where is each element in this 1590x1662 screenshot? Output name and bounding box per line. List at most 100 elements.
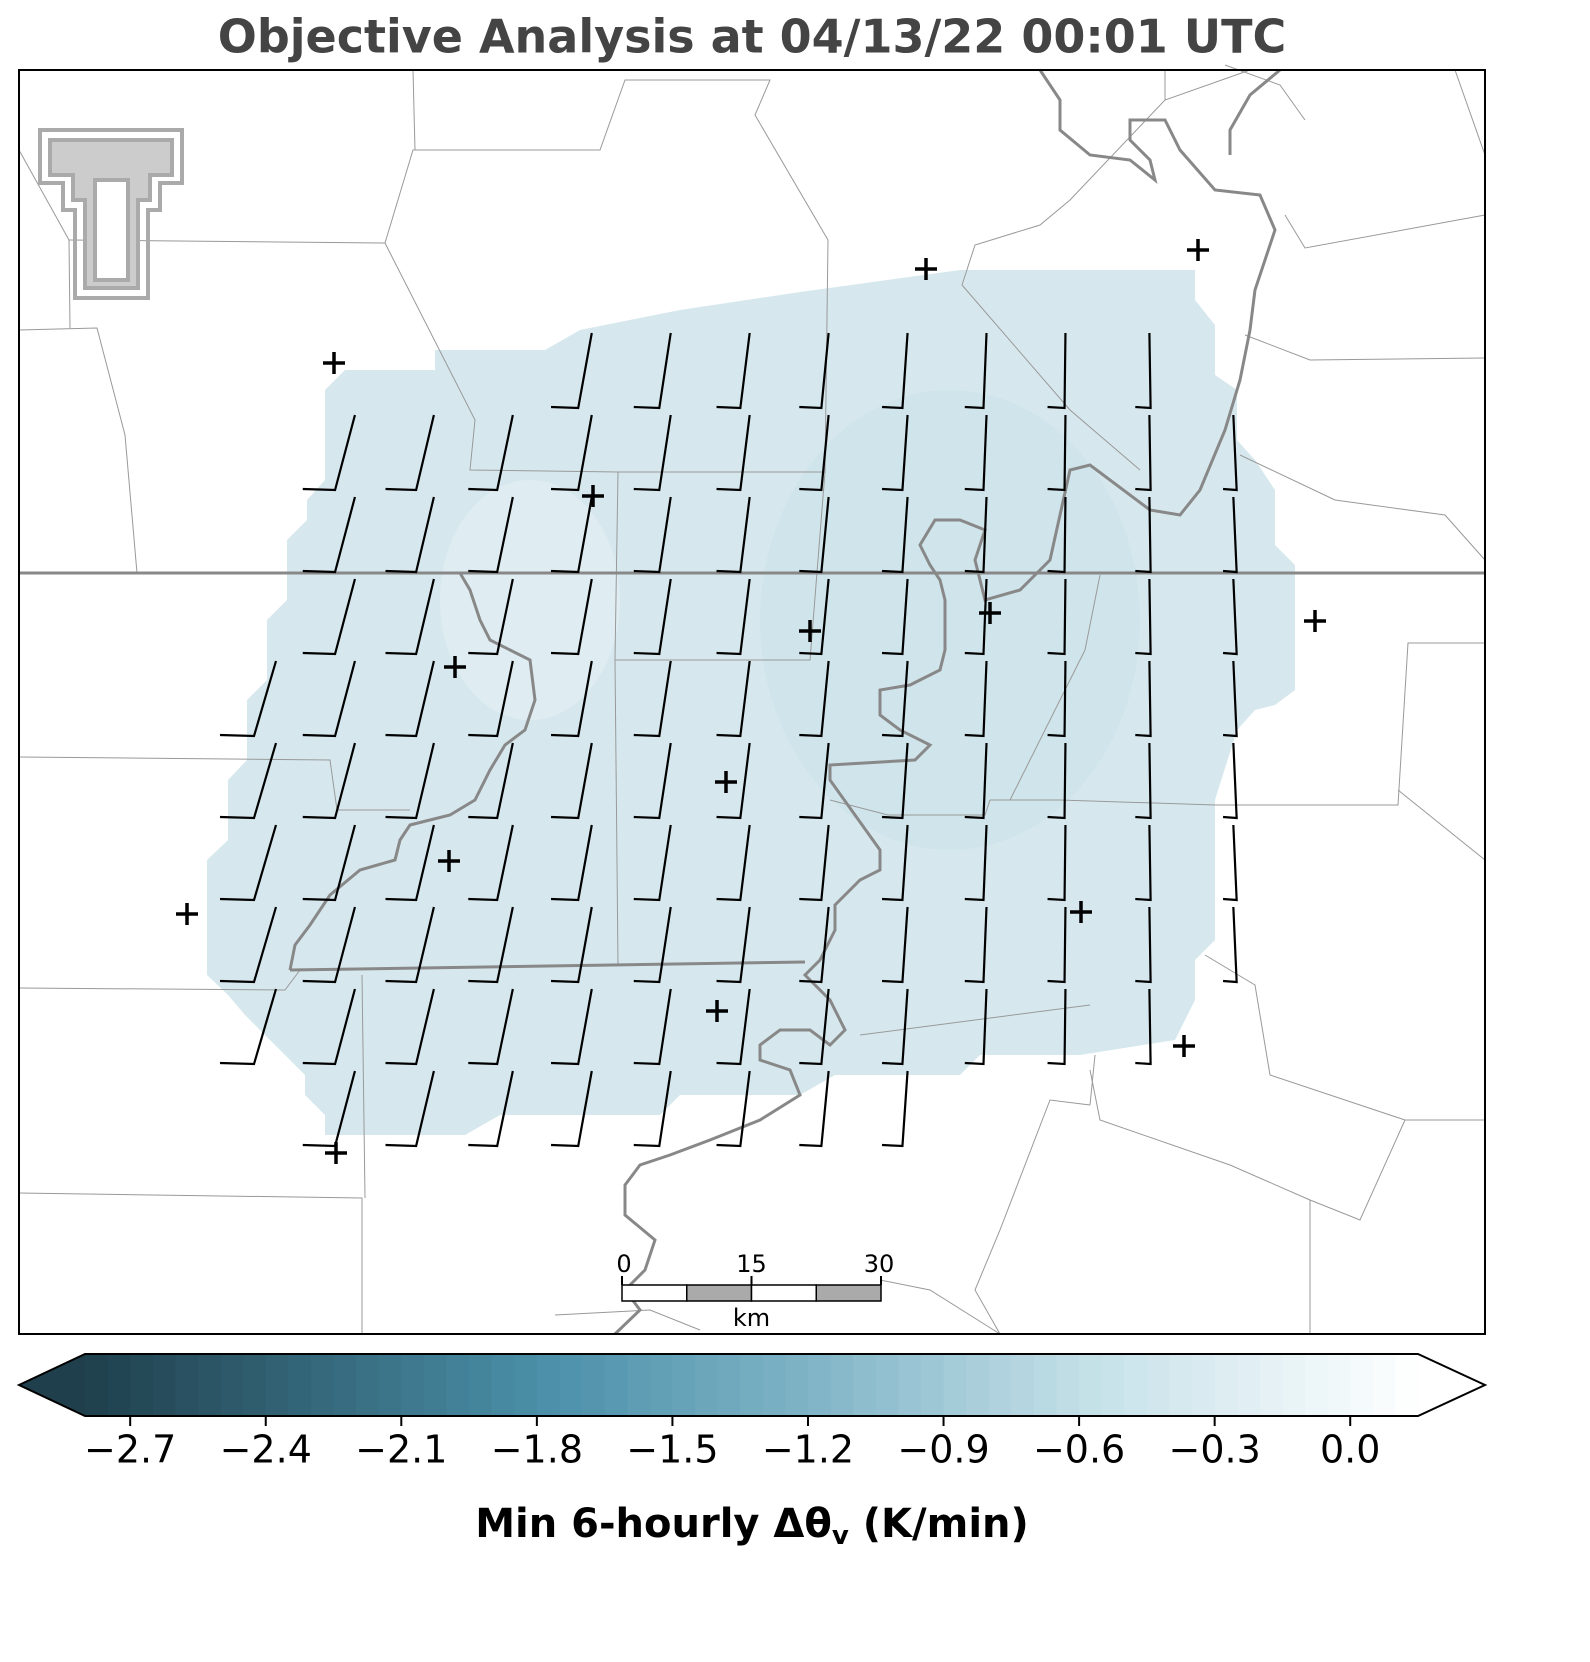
colorbar-step (898, 1354, 922, 1416)
colorbar-tick-label: −0.9 (897, 1428, 989, 1472)
wind-barb (964, 742, 988, 820)
wind-barb (799, 1070, 830, 1148)
wind-barb (385, 742, 435, 820)
wind-barb (1135, 660, 1152, 738)
wind-barb (550, 1070, 593, 1148)
wind-barb (1222, 824, 1238, 902)
colorbar-step (1305, 1354, 1329, 1416)
colorbar-step (740, 1354, 764, 1416)
station (1304, 610, 1326, 632)
colorbar-step (1192, 1354, 1216, 1416)
wind-barb (550, 332, 593, 410)
wind-barb (964, 578, 988, 656)
wind-barb (716, 332, 751, 410)
colorbar-step (785, 1354, 809, 1416)
colorbar-step (1395, 1354, 1419, 1416)
station (706, 1000, 728, 1022)
wind-barb (1047, 496, 1067, 574)
wind-barb (716, 906, 751, 984)
wind-barb (964, 332, 988, 410)
colorbar-outline (16, 1353, 1488, 1417)
colorbar-step (1237, 1354, 1261, 1416)
scale-segment (621, 1284, 688, 1302)
wind-barb (716, 824, 751, 902)
wind-barb (716, 660, 751, 738)
wind-barb (799, 742, 830, 820)
colorbar-step (1372, 1354, 1397, 1416)
wind-barb (468, 824, 514, 902)
colorbar-step (1011, 1354, 1035, 1416)
station (979, 602, 1001, 624)
wind-barb (1135, 496, 1152, 574)
colorbar-step (807, 1354, 832, 1416)
wind-barb (633, 906, 672, 984)
wind-barb (302, 578, 357, 656)
station (799, 620, 821, 642)
wind-barb (1222, 660, 1238, 738)
station (176, 903, 198, 925)
scale-label: 30 (864, 1250, 895, 1278)
wind-barb (716, 496, 751, 574)
wind-barb (881, 332, 909, 410)
wind-barb (302, 906, 357, 984)
wind-barb (219, 742, 278, 820)
colorbar-step (649, 1354, 674, 1416)
scale-label: 0 (616, 1250, 631, 1278)
wind-barb (964, 824, 988, 902)
station (323, 352, 345, 374)
colorbar-step (875, 1354, 899, 1416)
colorbar-label: Min 6-hourly Δθv (K/min) (475, 1501, 1029, 1551)
wind-barb (219, 824, 278, 902)
colorbar-step (1079, 1354, 1103, 1416)
colorbar-step (356, 1354, 380, 1416)
colorbar-tick-label: −2.4 (220, 1428, 312, 1472)
colorbar-step (672, 1354, 696, 1416)
wind-barb (302, 660, 357, 738)
wind-barb (302, 988, 357, 1066)
colorbar-step (1146, 1354, 1171, 1416)
colorbar-step (920, 1354, 945, 1416)
wind-barb (881, 578, 909, 656)
wind-barb (799, 414, 830, 492)
wind-barb (1222, 414, 1238, 492)
wind-barb (881, 496, 909, 574)
wind-barb (550, 988, 593, 1066)
colorbar-step (378, 1354, 402, 1416)
colorbar-step (559, 1354, 583, 1416)
wind-barb (716, 988, 751, 1066)
colorbar-step (265, 1354, 289, 1416)
colorbar-tick-label: −1.8 (491, 1428, 583, 1472)
wind-barb (633, 332, 672, 410)
wind-barbs (219, 332, 1238, 1148)
wind-barb (468, 414, 514, 492)
colorbar-step (220, 1354, 244, 1416)
wind-barb (1222, 742, 1238, 820)
wind-barb (881, 906, 909, 984)
colorbar-step (762, 1354, 786, 1416)
wind-barb (1222, 496, 1238, 574)
colorbar-tick-label: −1.5 (626, 1428, 718, 1472)
wind-barb (219, 988, 278, 1066)
wind-barb (468, 1070, 514, 1148)
colorbar-tick-label: −2.7 (84, 1428, 176, 1472)
wind-barb (881, 988, 909, 1066)
colorbar-extend-min (19, 1354, 85, 1416)
station (325, 1142, 347, 1164)
colorbar-step (1350, 1354, 1374, 1416)
wind-barb (633, 660, 672, 738)
colorbar-step (446, 1354, 470, 1416)
colorbar-step (243, 1354, 267, 1416)
wind-barb (633, 824, 672, 902)
wind-barb (964, 906, 988, 984)
wind-barb (385, 824, 435, 902)
borders (18, 64, 1486, 1335)
wind-barb (633, 988, 672, 1066)
colorbar-step (175, 1354, 199, 1416)
wind-barb (881, 742, 909, 820)
wind-barb (468, 496, 514, 574)
wind-barb (385, 906, 435, 984)
colorbar-step (1056, 1354, 1080, 1416)
colorbar-step (717, 1354, 741, 1416)
colorbar-step (130, 1354, 154, 1416)
shading-light (440, 480, 620, 720)
